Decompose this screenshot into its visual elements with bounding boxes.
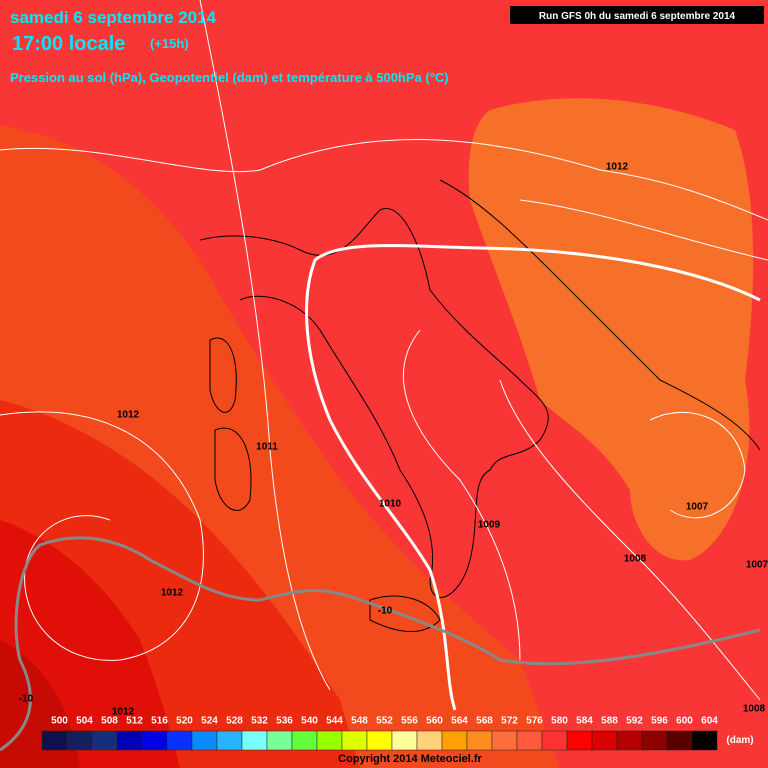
coastlines	[199, 179, 761, 633]
legend-swatch	[91, 730, 118, 751]
legend-label: 584	[576, 716, 593, 727]
isobar-label: 1010	[379, 499, 402, 510]
legend-label: 512	[126, 716, 143, 727]
legend-swatch	[141, 730, 168, 751]
isotherm-label: -10	[19, 694, 34, 705]
coast-sardinia	[214, 427, 252, 511]
legend-label: 540	[301, 716, 318, 727]
legend-label: 520	[176, 716, 193, 727]
legend-label: 544	[326, 716, 343, 727]
isobar-label: 1008	[743, 704, 766, 715]
legend-swatch	[566, 730, 593, 751]
legend-label: 592	[626, 716, 643, 727]
subtitle: Pression au sol (hPa), Geopotentiel (dam…	[10, 70, 449, 85]
isobar-label: 1007	[686, 502, 709, 513]
legend-label: 568	[476, 716, 493, 727]
legend-swatch	[291, 730, 318, 751]
isobar-label: 1012	[117, 410, 140, 421]
coast-sicily	[369, 595, 441, 633]
run-box	[510, 6, 764, 24]
legend-swatch	[616, 730, 643, 751]
legend-swatch	[391, 730, 418, 751]
legend-swatch	[516, 730, 543, 751]
legend-swatch	[441, 730, 468, 751]
legend: 500 504 508 512 516 520 524 528 532 536 540 544 548 5…	[41, 716, 718, 751]
isobar	[519, 199, 768, 261]
legend-label: 504	[76, 716, 93, 727]
isobar-1010	[305, 244, 761, 711]
isotherm-label: -10	[378, 606, 393, 617]
isobar	[0, 139, 768, 221]
isobar-label: 1011	[256, 442, 278, 453]
run-label: Run GFS 0h du samedi 6 septembre 2014	[539, 11, 736, 22]
legend-swatch	[191, 730, 218, 751]
coast-italy	[199, 207, 549, 598]
isobar	[499, 379, 761, 701]
legend-unit: (dam)	[726, 735, 753, 746]
legend-label: 556	[401, 716, 418, 727]
legend-label: 524	[201, 716, 218, 727]
legend-label: 564	[451, 716, 468, 727]
legend-label: 508	[101, 716, 118, 727]
legend-swatch	[341, 730, 368, 751]
legend-label: 596	[651, 716, 668, 727]
legend-swatch	[166, 730, 193, 751]
coast-corsica	[209, 337, 237, 413]
legend-swatch	[366, 730, 393, 751]
isobar-label: 1008	[624, 554, 647, 565]
legend-swatch	[666, 730, 693, 751]
legend-label: 552	[376, 716, 393, 727]
lead-time: (+15h)	[150, 36, 189, 51]
legend-label: 500	[51, 716, 68, 727]
legend-label: 532	[251, 716, 268, 727]
legend-label: 580	[551, 716, 568, 727]
legend-swatch	[266, 730, 293, 751]
isobar	[0, 411, 204, 661]
legend-label: 576	[526, 716, 543, 727]
isobar-label: 1009	[478, 520, 501, 531]
legend-label: 516	[151, 716, 168, 727]
legend-swatch	[116, 730, 143, 751]
legend-swatch	[491, 730, 518, 751]
legend-swatch	[316, 730, 343, 751]
field-orange	[468, 98, 754, 561]
legend-label: 560	[426, 716, 443, 727]
legend-swatch	[41, 730, 68, 751]
isotherm-minus-10	[0, 536, 761, 752]
legend-swatch	[691, 730, 718, 751]
legend-label: 536	[276, 716, 293, 727]
isobar-label: 1012	[112, 707, 135, 718]
legend-swatch	[416, 730, 443, 751]
legend-label: 548	[351, 716, 368, 727]
legend-swatch	[66, 730, 93, 751]
legend-label: 600	[676, 716, 693, 727]
legend-swatch	[216, 730, 243, 751]
legend-label: 572	[501, 716, 518, 727]
isobar-label: 1012	[606, 162, 629, 173]
legend-label: 528	[226, 716, 243, 727]
legend-swatch	[466, 730, 493, 751]
copyright: Copyright 2014 Meteociel.fr	[338, 753, 482, 765]
coast-balkans	[439, 179, 761, 451]
legend-swatch	[591, 730, 618, 751]
isobar-label: 1012	[161, 588, 184, 599]
isobar-label: 1007	[746, 560, 768, 571]
isobar	[402, 329, 521, 661]
legend-label: 588	[601, 716, 618, 727]
isobar	[199, 0, 331, 691]
isobars	[0, 0, 768, 701]
time-title: 17:00 locale	[12, 33, 125, 55]
legend-swatch	[641, 730, 668, 751]
legend-swatch	[541, 730, 568, 751]
legend-swatch	[241, 730, 268, 751]
date-title: samedi 6 septembre 2014	[10, 8, 217, 27]
isobar	[649, 411, 746, 519]
legend-label: 604	[701, 716, 718, 727]
